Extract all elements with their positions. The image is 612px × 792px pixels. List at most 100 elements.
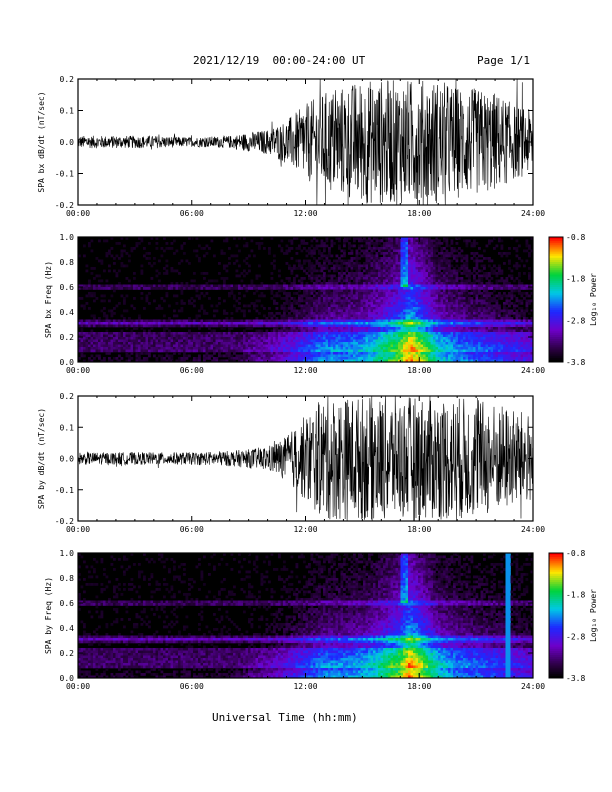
heatmap-cell (443, 277, 446, 280)
heatmap-cell (325, 292, 329, 295)
heatmap-cell (353, 274, 356, 278)
heatmap-cell (78, 324, 81, 328)
heatmap-cell (348, 279, 351, 283)
heatmap-cell (410, 294, 414, 298)
heatmap-cell (383, 252, 386, 255)
heatmap-cell (260, 344, 264, 348)
heatmap-cell (238, 284, 241, 288)
heatmap-cell (338, 354, 341, 358)
heatmap-cell (413, 289, 416, 293)
heatmap-cell (455, 269, 459, 273)
heatmap-cell (123, 339, 126, 343)
heatmap-cell (363, 339, 366, 343)
heatmap-cell (305, 284, 309, 288)
heatmap-cell (313, 342, 316, 345)
heatmap-cell (400, 267, 404, 270)
heatmap-cell (385, 349, 389, 353)
heatmap-cell (458, 349, 461, 353)
heatmap-cell (315, 247, 319, 250)
heatmap-cell (345, 259, 349, 263)
heatmap-cell (408, 272, 411, 275)
heatmap-cell (298, 267, 301, 270)
heatmap-cell (263, 314, 266, 318)
heatmap-cell (103, 284, 106, 288)
heatmap-cell (403, 324, 406, 328)
heatmap-cell (433, 342, 436, 345)
heatmap-cell (385, 252, 389, 255)
heatmap-cell (420, 237, 424, 240)
heatmap-cell (308, 247, 311, 250)
heatmap-cell (433, 307, 436, 310)
heatmap-cell (168, 324, 171, 328)
heatmap-cell (253, 352, 256, 355)
heatmap-cell (328, 334, 331, 338)
heatmap-cell (425, 332, 429, 335)
heatmap-cell (88, 284, 91, 288)
heatmap-cell (350, 314, 354, 318)
heatmap-cell (350, 337, 354, 340)
heatmap-cell (88, 349, 91, 353)
heatmap-cell (330, 277, 334, 280)
heatmap-cell (238, 332, 241, 335)
heatmap-cell (313, 289, 316, 293)
heatmap-cell (355, 317, 359, 320)
heatmap-cell (150, 339, 154, 343)
heatmap-cell (363, 237, 366, 240)
heatmap-cell (375, 294, 379, 298)
heatmap-cell (445, 309, 449, 313)
heatmap-cell (460, 249, 464, 253)
heatmap-cell (198, 332, 201, 335)
heatmap-cell (380, 339, 384, 343)
heatmap-cell (395, 242, 399, 245)
heatmap-cell (220, 327, 224, 330)
heatmap-cell (305, 259, 309, 263)
heatmap-cell (225, 349, 229, 353)
heatmap-cell (380, 247, 384, 250)
heatmap-cell (410, 344, 414, 348)
heatmap-cell (185, 339, 189, 343)
heatmap-cell (368, 329, 371, 333)
heatmap-cell (410, 357, 414, 360)
heatmap-cell (213, 342, 216, 345)
heatmap-cell (255, 317, 259, 320)
heatmap-cell (283, 359, 286, 363)
heatmap-cell (365, 279, 369, 283)
heatmap-cell (335, 342, 339, 345)
heatmap-cell (303, 322, 306, 325)
heatmap-cell (273, 294, 276, 298)
heatmap-cell (453, 257, 456, 260)
heatmap-cell (350, 287, 354, 290)
heatmap-cell (418, 269, 421, 273)
heatmap-cell (370, 267, 374, 270)
heatmap-cell (363, 357, 366, 360)
heatmap-cell (303, 347, 306, 350)
heatmap-cell (340, 319, 344, 323)
heatmap-cell (185, 259, 189, 263)
heatmap-cell (390, 279, 394, 283)
heatmap-cell (183, 252, 186, 255)
heatmap-cell (440, 267, 444, 270)
heatmap-cell (280, 339, 284, 343)
heatmap-cell (460, 254, 464, 258)
heatmap-cell (180, 344, 184, 348)
heatmap-cell (310, 269, 314, 273)
heatmap-cell (410, 327, 414, 330)
heatmap-cell (268, 247, 271, 250)
heatmap-cell (340, 312, 344, 315)
heatmap-cell (415, 282, 419, 285)
heatmap-cell (298, 344, 301, 348)
heatmap-cell (80, 284, 84, 288)
heatmap-cell (393, 247, 396, 250)
heatmap-cell (448, 294, 451, 298)
heatmap-cell (423, 284, 426, 288)
heatmap-cell (98, 357, 101, 360)
heatmap-cell (270, 272, 274, 275)
heatmap-cell (408, 287, 411, 290)
heatmap-cell (250, 319, 254, 323)
heatmap-cell (383, 257, 386, 260)
heatmap-cell (270, 277, 274, 280)
heatmap-cell (198, 319, 201, 323)
heatmap-cell (395, 359, 399, 363)
heatmap-cell (140, 342, 144, 345)
heatmap-cell (85, 334, 89, 338)
